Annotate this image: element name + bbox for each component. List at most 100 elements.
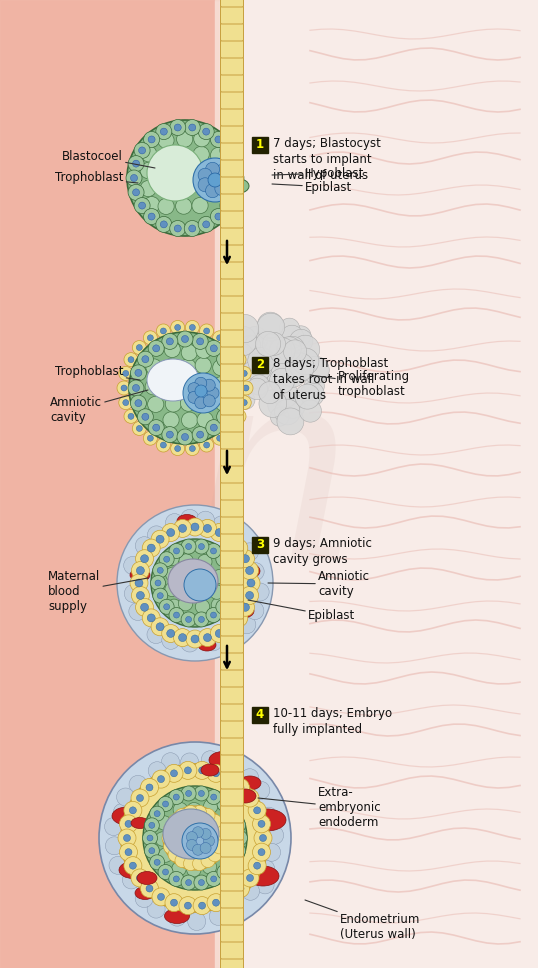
Circle shape <box>135 370 142 377</box>
Circle shape <box>224 421 238 436</box>
Circle shape <box>230 539 248 558</box>
Circle shape <box>130 574 148 592</box>
Circle shape <box>158 181 174 197</box>
Circle shape <box>147 145 203 201</box>
Circle shape <box>159 552 174 566</box>
Circle shape <box>186 617 192 622</box>
Circle shape <box>137 351 153 367</box>
FancyBboxPatch shape <box>221 482 244 500</box>
Circle shape <box>198 217 214 232</box>
Ellipse shape <box>248 809 286 831</box>
Circle shape <box>181 345 197 361</box>
Circle shape <box>222 351 244 373</box>
Circle shape <box>225 806 240 821</box>
Circle shape <box>263 843 281 862</box>
Circle shape <box>242 882 259 900</box>
Circle shape <box>206 608 221 622</box>
Circle shape <box>258 820 265 828</box>
Circle shape <box>125 820 132 828</box>
Circle shape <box>193 896 211 915</box>
Circle shape <box>147 614 155 621</box>
FancyBboxPatch shape <box>221 295 244 313</box>
Circle shape <box>139 147 146 154</box>
Circle shape <box>220 142 236 159</box>
Circle shape <box>148 341 164 356</box>
Circle shape <box>183 805 197 819</box>
Bar <box>215 0 538 968</box>
Circle shape <box>157 166 174 182</box>
Circle shape <box>244 354 264 375</box>
FancyBboxPatch shape <box>252 137 268 153</box>
Circle shape <box>291 335 320 364</box>
Circle shape <box>246 378 268 400</box>
Circle shape <box>210 524 228 541</box>
Circle shape <box>150 806 165 821</box>
Circle shape <box>200 324 214 338</box>
Circle shape <box>248 802 266 819</box>
Text: Epiblast: Epiblast <box>272 180 352 194</box>
Circle shape <box>203 442 210 448</box>
Circle shape <box>162 831 176 845</box>
Circle shape <box>196 511 215 529</box>
FancyBboxPatch shape <box>221 584 244 602</box>
FancyBboxPatch shape <box>221 941 244 959</box>
Circle shape <box>147 436 153 441</box>
Circle shape <box>210 548 216 554</box>
FancyBboxPatch shape <box>221 890 244 908</box>
Circle shape <box>270 357 290 377</box>
FancyBboxPatch shape <box>221 618 244 636</box>
Text: 1: 1 <box>256 138 264 152</box>
Circle shape <box>117 381 131 395</box>
Circle shape <box>155 832 170 846</box>
FancyBboxPatch shape <box>221 533 244 551</box>
FancyBboxPatch shape <box>221 312 244 330</box>
Circle shape <box>140 555 148 562</box>
Circle shape <box>152 771 170 788</box>
Circle shape <box>226 535 234 543</box>
Circle shape <box>215 213 222 220</box>
Circle shape <box>221 557 226 562</box>
Circle shape <box>175 854 189 867</box>
Circle shape <box>243 385 249 391</box>
Circle shape <box>211 598 225 612</box>
Circle shape <box>181 509 199 528</box>
Circle shape <box>132 160 139 167</box>
Circle shape <box>124 352 138 367</box>
FancyBboxPatch shape <box>221 737 244 755</box>
Circle shape <box>186 320 200 335</box>
FancyBboxPatch shape <box>221 703 244 721</box>
FancyBboxPatch shape <box>221 873 244 891</box>
Circle shape <box>232 409 246 423</box>
Circle shape <box>166 567 180 582</box>
Circle shape <box>186 839 197 851</box>
FancyBboxPatch shape <box>221 516 244 534</box>
Circle shape <box>247 348 275 375</box>
Circle shape <box>149 823 155 829</box>
FancyBboxPatch shape <box>221 567 244 585</box>
Circle shape <box>182 823 218 859</box>
Circle shape <box>136 550 153 567</box>
Circle shape <box>221 355 228 363</box>
Circle shape <box>127 120 243 236</box>
Circle shape <box>230 160 237 167</box>
Circle shape <box>119 367 133 380</box>
Circle shape <box>147 625 165 644</box>
Ellipse shape <box>137 871 157 885</box>
Circle shape <box>225 893 232 900</box>
Circle shape <box>99 742 291 934</box>
Circle shape <box>137 408 153 425</box>
Circle shape <box>186 816 200 831</box>
Circle shape <box>210 612 216 618</box>
FancyBboxPatch shape <box>221 312 244 330</box>
FancyBboxPatch shape <box>221 431 244 449</box>
Circle shape <box>137 874 144 882</box>
Circle shape <box>174 628 192 647</box>
Circle shape <box>207 387 219 399</box>
FancyBboxPatch shape <box>221 227 244 245</box>
Circle shape <box>184 119 200 136</box>
Circle shape <box>128 380 144 396</box>
Circle shape <box>249 375 270 395</box>
FancyBboxPatch shape <box>221 652 244 670</box>
Circle shape <box>164 604 169 610</box>
Circle shape <box>213 899 220 906</box>
